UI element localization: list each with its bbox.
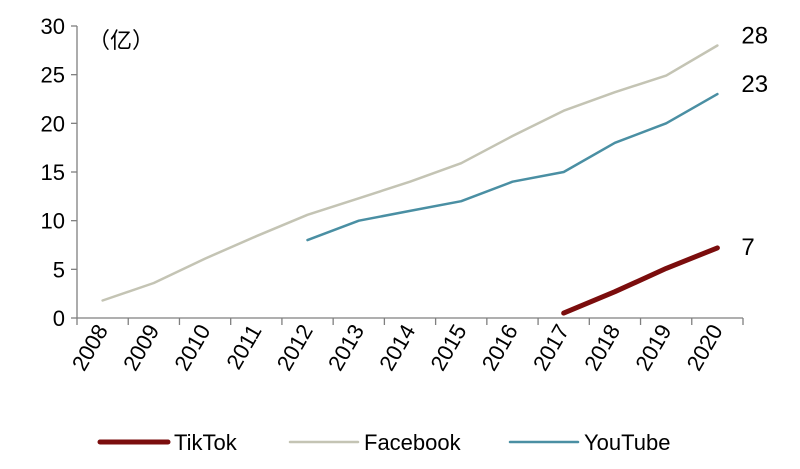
y-tick-label: 25 [41, 63, 65, 88]
x-tick-label: 2020 [682, 320, 728, 375]
legend-label-tiktok: TikTok [174, 430, 238, 455]
x-tick-label: 2015 [425, 320, 471, 375]
y-tick-label: 30 [41, 14, 65, 39]
end-value-label-tiktok: 7 [741, 234, 754, 261]
x-tick-label: 2008 [67, 320, 113, 375]
end-value-label-facebook: 28 [741, 22, 768, 49]
y-tick-label: 10 [41, 209, 65, 234]
x-tick-label: 2009 [118, 320, 164, 375]
axes: 0 5 10 15 20 25 30 2008 2009 2010 2011 2012 2013 2014… [41, 14, 744, 375]
x-tick-label: 2012 [272, 320, 318, 375]
series-line-tiktok [561, 245, 720, 316]
x-tick-label: 2019 [630, 320, 676, 375]
y-tick-label: 5 [53, 257, 65, 282]
y-tick-label: 20 [41, 111, 65, 136]
x-tick-label: 2016 [477, 320, 523, 375]
end-value-label-youtube: 23 [741, 71, 768, 98]
x-tick-label: 2010 [169, 320, 215, 375]
x-tick-label: 2011 [221, 320, 266, 373]
y-unit-label: （亿） [88, 28, 154, 53]
y-tick-label: 0 [53, 306, 65, 331]
legend-label-facebook: Facebook [364, 430, 462, 455]
x-tick-label: 2017 [528, 320, 574, 375]
legend: TikTok Facebook YouTube [97, 430, 670, 455]
end-labels: 7 28 23 [741, 22, 768, 260]
x-tick-label: 2018 [579, 320, 625, 375]
series-lines [101, 44, 720, 316]
x-tick-label: 2013 [323, 320, 369, 375]
y-tick-label: 15 [41, 160, 65, 185]
x-tick-label: 2014 [374, 320, 420, 375]
series-line-facebook [101, 44, 719, 302]
legend-label-youtube: YouTube [584, 430, 670, 455]
series-line-youtube [306, 92, 719, 242]
